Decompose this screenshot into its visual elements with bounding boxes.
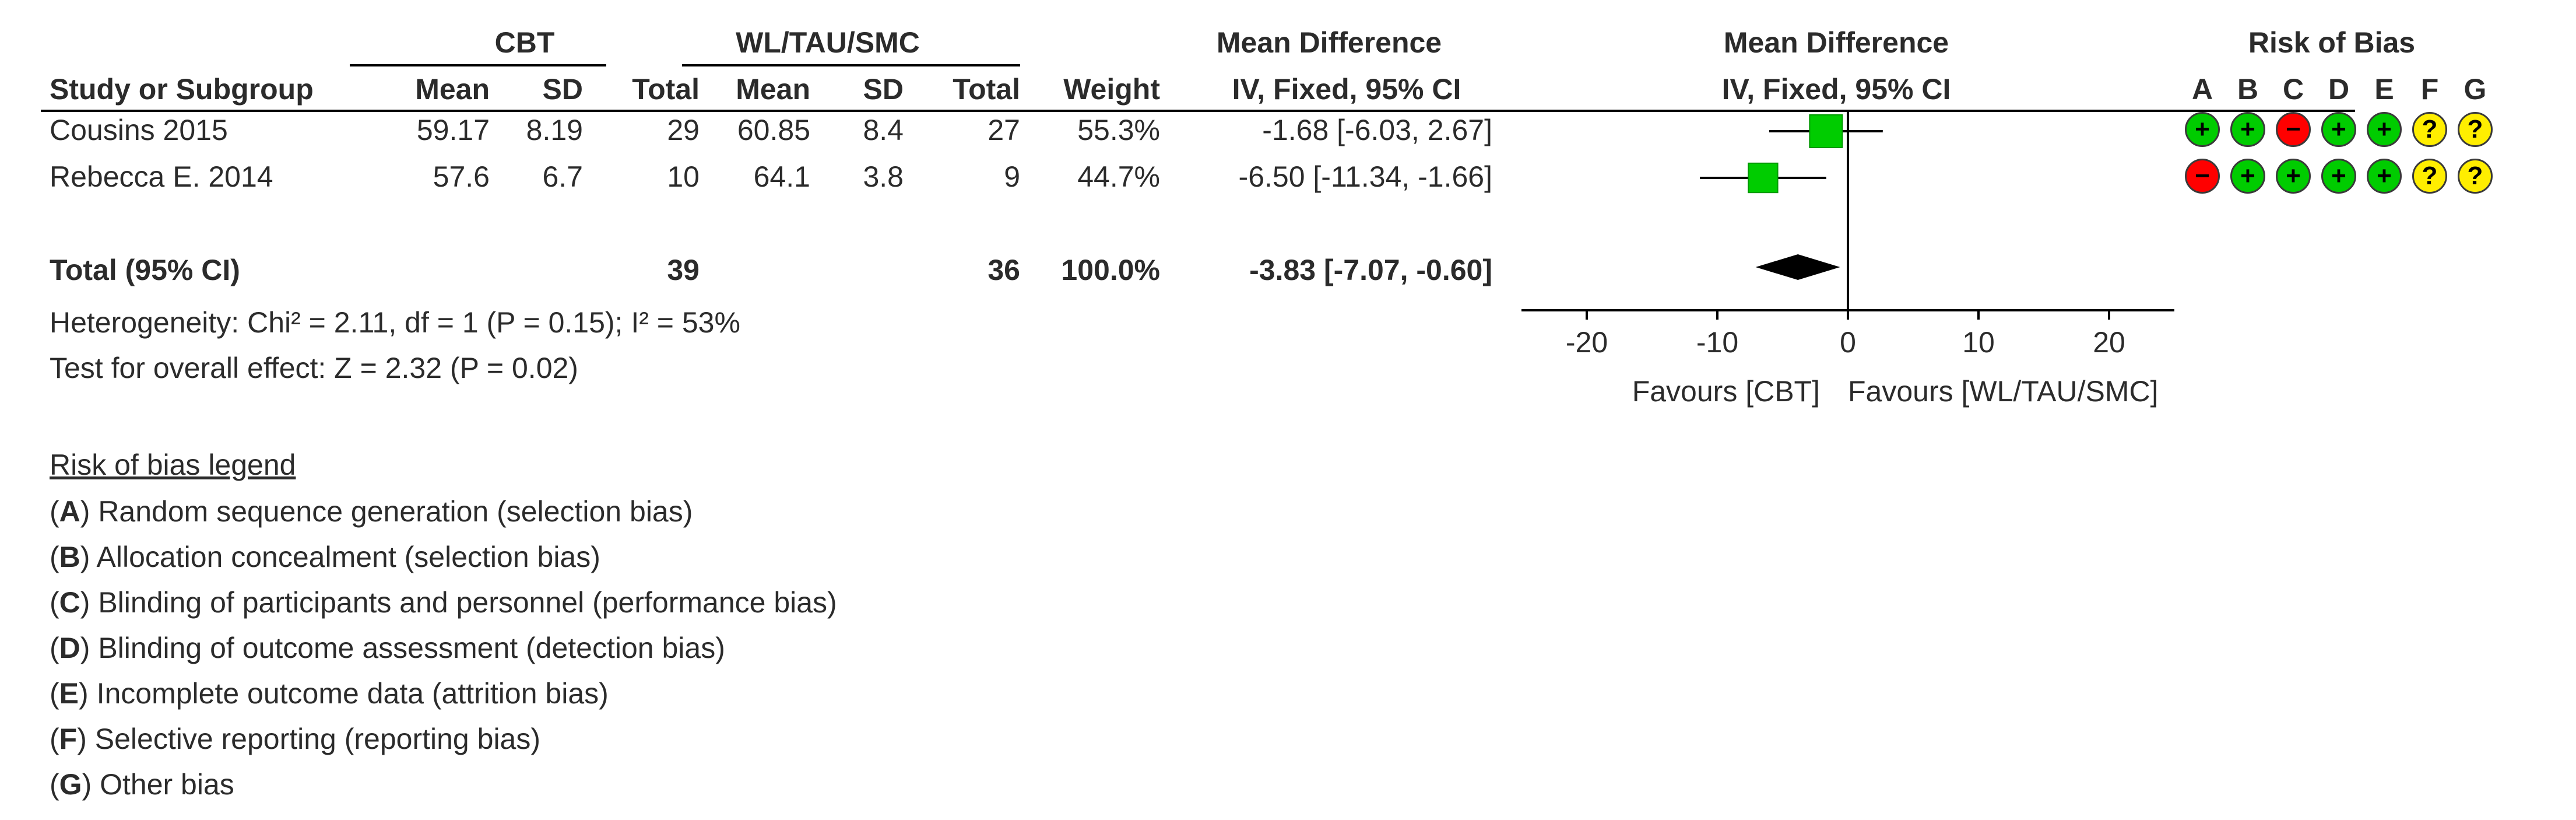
legend-text: Allocation concealment (selection bias) xyxy=(90,541,600,573)
pooled-diamond xyxy=(1755,254,1840,280)
study-column-header: Study or Subgroup xyxy=(50,73,314,106)
rob-letter-C: C xyxy=(2282,73,2304,106)
g2-total: 27 xyxy=(987,114,1020,146)
group1-header: CBT xyxy=(494,26,555,59)
legend-text: Blinding of participants and personnel (… xyxy=(90,586,837,619)
legend-key: B xyxy=(59,541,80,573)
rob-D-low-icon: + xyxy=(2321,112,2356,147)
study-ci: -6.50 [-11.34, -1.66] xyxy=(1238,160,1492,193)
legend-item: (E) Incomplete outcome data (attrition b… xyxy=(50,677,609,710)
legend-key: A xyxy=(59,495,80,528)
x-tick-label: 10 xyxy=(1962,326,1995,359)
forest-plot: -20 -10 0 10 20 xyxy=(1521,111,2174,359)
study-point-marker xyxy=(1809,114,1843,148)
legend-key: D xyxy=(59,632,80,664)
rob-C-high-icon: − xyxy=(2276,112,2311,147)
legend-item: (A) Random sequence generation (selectio… xyxy=(50,495,693,528)
rob-B-low-icon: + xyxy=(2230,159,2265,194)
rob-letter-A: A xyxy=(2191,73,2213,106)
x-tick-label: 0 xyxy=(1840,326,1856,359)
g2-sd: 3.8 xyxy=(863,160,904,193)
total-label: Total (95% CI) xyxy=(50,254,240,286)
total-weight: 100.0% xyxy=(1061,254,1160,286)
legend-item: (C) Blinding of participants and personn… xyxy=(50,586,837,619)
rob-E-low-icon: + xyxy=(2367,159,2402,194)
rob-letter-B: B xyxy=(2237,73,2259,106)
md-table-subheader: IV, Fixed, 95% CI xyxy=(1232,73,1461,106)
legend-title: Risk of bias legend xyxy=(50,448,296,481)
g1-total: 10 xyxy=(667,160,700,193)
x-tick-label: -10 xyxy=(1696,326,1738,359)
legend-item: (G) Other bias xyxy=(50,768,234,801)
group1-underline xyxy=(350,64,606,66)
g2-sd: 8.4 xyxy=(863,114,904,146)
study-name: Rebecca E. 2014 xyxy=(50,160,273,193)
x-tick-label: -20 xyxy=(1566,326,1608,359)
g1-mean-header: Mean xyxy=(415,73,490,106)
total-ci: -3.83 [-7.07, -0.60] xyxy=(1249,254,1492,286)
md-table-header: Mean Difference xyxy=(1216,26,1442,59)
heterogeneity-text: Heterogeneity: Chi² = 2.11, df = 1 (P = … xyxy=(50,306,740,339)
g1-sd: 6.7 xyxy=(542,160,583,193)
legend-key: F xyxy=(59,723,78,755)
legend-item: (D) Blinding of outcome assessment (dete… xyxy=(50,632,725,664)
g1-total-header: Total xyxy=(632,73,700,106)
legend-text: Blinding of outcome assessment (detectio… xyxy=(90,632,725,664)
group2-underline xyxy=(682,64,1020,66)
legend-text: Other bias xyxy=(92,768,234,801)
legend-text: Random sequence generation (selection bi… xyxy=(90,495,693,528)
study-point-marker xyxy=(1748,162,1779,194)
rob-letter-D: D xyxy=(2328,73,2350,106)
total-n1: 39 xyxy=(667,254,700,286)
g1-total: 29 xyxy=(667,114,700,146)
md-plot-header: Mean Difference xyxy=(1723,26,1949,59)
g2-total-header: Total xyxy=(953,73,1020,106)
total-n2: 36 xyxy=(987,254,1020,286)
group2-header: WL/TAU/SMC xyxy=(736,26,920,59)
md-plot-subheader: IV, Fixed, 95% CI xyxy=(1721,73,1951,106)
rob-header: Risk of Bias xyxy=(2248,26,2416,59)
rob-A-low-icon: + xyxy=(2185,112,2220,147)
legend-text: Selective reporting (reporting bias) xyxy=(86,723,541,755)
g2-total: 9 xyxy=(1004,160,1020,193)
legend-key: C xyxy=(59,586,80,619)
rob-letter-F: F xyxy=(2420,73,2439,106)
rob-B-low-icon: + xyxy=(2230,112,2265,147)
rob-C-low-icon: + xyxy=(2276,159,2311,194)
legend-key: E xyxy=(59,677,79,710)
rob-letter-G: G xyxy=(2463,73,2487,106)
rob-G-unclear-icon: ? xyxy=(2458,159,2493,194)
legend-item: (B) Allocation concealment (selection bi… xyxy=(50,541,600,573)
study-ci: -1.68 [-6.03, 2.67] xyxy=(1262,114,1492,146)
rob-D-low-icon: + xyxy=(2321,159,2356,194)
g2-mean: 64.1 xyxy=(753,160,810,193)
overall-effect-text: Test for overall effect: Z = 2.32 (P = 0… xyxy=(50,352,578,384)
header-divider xyxy=(41,110,2355,112)
legend-text: Incomplete outcome data (attrition bias) xyxy=(88,677,609,710)
g1-mean: 57.6 xyxy=(433,160,490,193)
rob-E-low-icon: + xyxy=(2367,112,2402,147)
favours-left-label: Favours [CBT] xyxy=(1632,375,1820,408)
g2-sd-header: SD xyxy=(863,73,904,106)
g1-sd-header: SD xyxy=(542,73,583,106)
weight-header: Weight xyxy=(1063,73,1160,106)
rob-F-unclear-icon: ? xyxy=(2412,159,2447,194)
g2-mean: 60.85 xyxy=(737,114,810,146)
rob-letter-E: E xyxy=(2374,73,2394,106)
legend-item: (F) Selective reporting (reporting bias) xyxy=(50,723,541,755)
rob-G-unclear-icon: ? xyxy=(2458,112,2493,147)
g1-mean: 59.17 xyxy=(416,114,490,146)
g1-sd: 8.19 xyxy=(526,114,583,146)
study-weight: 55.3% xyxy=(1077,114,1160,146)
x-tick-label: 20 xyxy=(2093,326,2125,359)
favours-right-label: Favours [WL/TAU/SMC] xyxy=(1848,375,2159,408)
g2-mean-header: Mean xyxy=(736,73,810,106)
legend-key: G xyxy=(59,768,82,801)
rob-F-unclear-icon: ? xyxy=(2412,112,2447,147)
study-name: Cousins 2015 xyxy=(50,114,228,146)
rob-A-high-icon: − xyxy=(2185,159,2220,194)
study-weight: 44.7% xyxy=(1077,160,1160,193)
